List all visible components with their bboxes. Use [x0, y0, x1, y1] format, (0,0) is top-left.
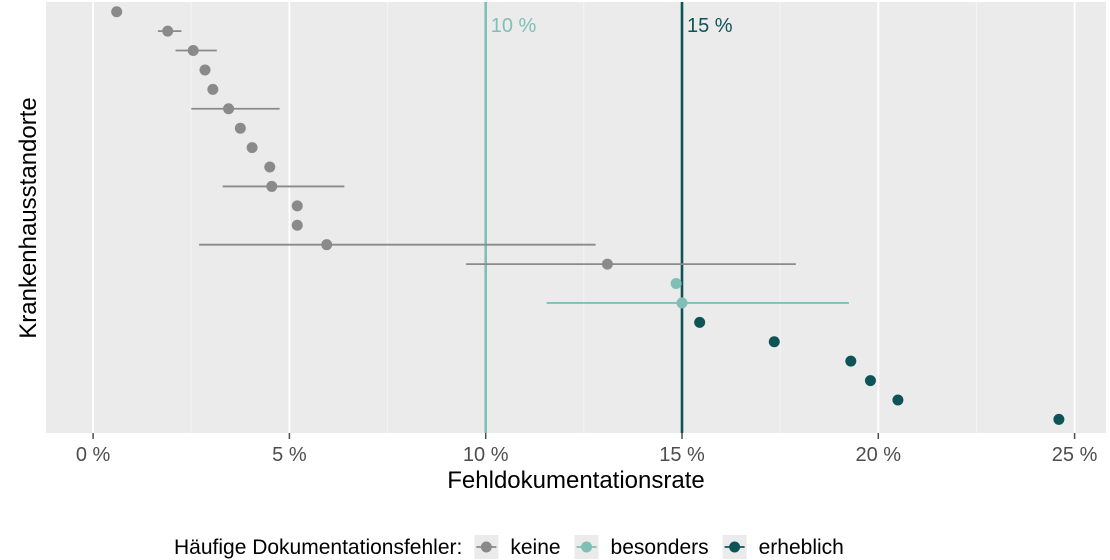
data-point: [291, 219, 303, 231]
data-point: [234, 122, 246, 134]
data-point: [670, 278, 682, 290]
y-axis-title: Krankenhausstandorte: [15, 97, 42, 339]
x-tick-label: 25 %: [1052, 444, 1098, 466]
data-point: [768, 336, 780, 348]
x-axis-tick-labels: 0 % 5 % 10 % 15 % 20 % 25 %: [76, 444, 1098, 466]
legend-title: Häufige Dokumentationsfehler:: [174, 536, 462, 559]
data-point: [199, 64, 211, 76]
data-point: [111, 6, 123, 18]
x-tick-label: 10 %: [463, 444, 509, 466]
panel-background: [46, 2, 1106, 433]
data-point: [864, 375, 876, 387]
legend: Häufige Dokumentationsfehler: keine beson…: [174, 535, 844, 559]
data-point: [264, 161, 276, 173]
data-point: [207, 83, 219, 95]
data-point: [321, 239, 333, 251]
data-point: [246, 142, 258, 154]
x-tick-label: 15 %: [659, 444, 705, 466]
legend-key-point: [581, 541, 593, 553]
data-point: [162, 25, 174, 37]
data-point: [694, 316, 706, 328]
data-point: [266, 180, 278, 192]
data-point: [601, 258, 613, 270]
reference-line-label: 10 %: [491, 15, 537, 37]
legend-label: erheblich: [759, 536, 844, 559]
x-axis-ticks: [92, 433, 1076, 439]
x-tick-label: 0 %: [76, 444, 111, 466]
data-points: [111, 6, 1065, 425]
data-point: [223, 103, 235, 115]
data-point: [1053, 413, 1065, 425]
reference-line-label: 15 %: [687, 15, 733, 37]
legend-label: besonders: [611, 536, 709, 559]
x-axis-title: Fehldokumentationsrate: [447, 467, 704, 494]
x-tick-label: 20 %: [855, 444, 901, 466]
legend-key-point: [729, 541, 741, 553]
data-point: [892, 394, 904, 406]
legend-label: keine: [510, 536, 560, 559]
data-point: [845, 355, 857, 367]
x-tick-label: 5 %: [272, 444, 307, 466]
legend-key-point: [480, 541, 492, 553]
error-bars: [157, 30, 849, 304]
grid-minor: [190, 2, 977, 433]
reference-lines: 10 % 15 %: [484, 2, 733, 433]
data-point: [291, 200, 303, 212]
data-point: [187, 45, 199, 57]
data-point: [676, 297, 688, 309]
